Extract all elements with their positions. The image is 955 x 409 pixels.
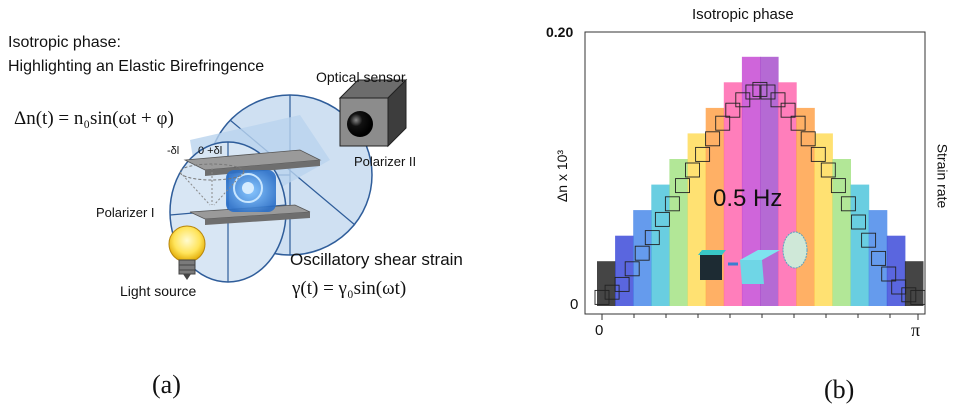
data-point bbox=[752, 81, 768, 97]
data-point bbox=[705, 131, 721, 147]
caption-b: (b) bbox=[824, 375, 854, 404]
data-series bbox=[594, 81, 926, 305]
strain-rate-tile bbox=[741, 56, 761, 306]
strain-rate-tile bbox=[633, 210, 652, 306]
strain-rate-tile bbox=[615, 235, 634, 306]
strain-rate-tile bbox=[850, 184, 870, 306]
data-point bbox=[800, 131, 816, 147]
data-point bbox=[820, 162, 836, 178]
data-point bbox=[675, 178, 690, 194]
data-point bbox=[735, 92, 751, 108]
frequency-label: 0.5 Hz bbox=[713, 185, 783, 212]
strain-rate-tile bbox=[904, 261, 924, 306]
optical-sensor-label: Optical sensor bbox=[316, 69, 406, 85]
data-point bbox=[634, 245, 650, 261]
birefringence-chart: (b) bbox=[584, 31, 926, 404]
x-tick-zero: 0 bbox=[595, 322, 604, 339]
data-point bbox=[624, 261, 640, 277]
equation-strain: γ(t) = γ₀sin(ωt) bbox=[292, 278, 407, 299]
data-point bbox=[861, 232, 877, 248]
data-point bbox=[594, 289, 610, 305]
data-point bbox=[725, 102, 741, 118]
data-point bbox=[851, 214, 866, 230]
data-point bbox=[614, 276, 630, 292]
optical-sensor-icon bbox=[338, 78, 408, 148]
data-point bbox=[760, 84, 776, 100]
strain-rate-tile bbox=[597, 261, 616, 306]
panel-a-subtitle: Highlighting an Elastic Birefringence bbox=[8, 58, 265, 75]
y-tick-zero: 0 bbox=[570, 296, 579, 313]
data-point bbox=[604, 284, 620, 300]
polarizer-ii-label: Polarizer II bbox=[354, 154, 417, 169]
light-source-label: Light source bbox=[120, 283, 197, 299]
chart-title: Isotropic phase bbox=[692, 6, 794, 23]
shear-strain-label: Oscillatory shear strain bbox=[290, 250, 463, 269]
polarizer-i-label: Polarizer I bbox=[96, 205, 155, 220]
data-point bbox=[830, 178, 846, 194]
strain-rate-label: Strain rate bbox=[934, 143, 951, 209]
data-point bbox=[881, 266, 897, 282]
data-point bbox=[715, 115, 731, 131]
light-bulb-icon bbox=[168, 225, 206, 280]
strain-rate-tile bbox=[687, 133, 707, 306]
strain-rate-tile bbox=[651, 184, 670, 306]
caption-a: (a) bbox=[152, 370, 181, 399]
data-point bbox=[810, 146, 826, 162]
data-point bbox=[644, 230, 660, 246]
data-point bbox=[901, 287, 917, 303]
x-tick-pi: π bbox=[911, 320, 921, 340]
y-axis-label: Δn x 10³ bbox=[554, 149, 571, 203]
data-point bbox=[654, 211, 670, 227]
strain-rate-tile bbox=[814, 133, 833, 306]
strain-rate-background bbox=[597, 56, 924, 307]
data-point bbox=[685, 162, 700, 178]
data-point bbox=[910, 289, 926, 305]
strain-rate-tile bbox=[796, 107, 815, 307]
strain-rate-tile bbox=[868, 210, 888, 306]
panel-a-title: Isotropic phase: bbox=[8, 34, 121, 51]
shear-inset-icon bbox=[698, 231, 808, 284]
data-point bbox=[770, 92, 786, 108]
data-point bbox=[790, 115, 806, 131]
delta-minus-label: -δl bbox=[167, 145, 180, 157]
data-point bbox=[840, 196, 856, 212]
strain-rate-tile bbox=[760, 56, 779, 306]
setup-diagram: (a) bbox=[152, 78, 408, 399]
shear-cell bbox=[183, 149, 322, 225]
data-point bbox=[695, 146, 711, 162]
data-point bbox=[891, 279, 907, 295]
strain-rate-tile bbox=[832, 159, 851, 306]
delta-zero-label: 0 +δl bbox=[198, 145, 223, 157]
y-tick-top: 0.20 bbox=[546, 24, 574, 40]
data-point bbox=[780, 102, 796, 118]
equation-birefringence: Δn(t) = n₀sin(ωt + φ) bbox=[14, 108, 174, 129]
data-point bbox=[664, 196, 680, 212]
oscillation-guide bbox=[179, 163, 245, 206]
x-ticks bbox=[601, 314, 919, 320]
data-point bbox=[871, 250, 887, 266]
strain-rate-tile bbox=[723, 82, 743, 306]
strain-rate-tile bbox=[669, 159, 688, 306]
